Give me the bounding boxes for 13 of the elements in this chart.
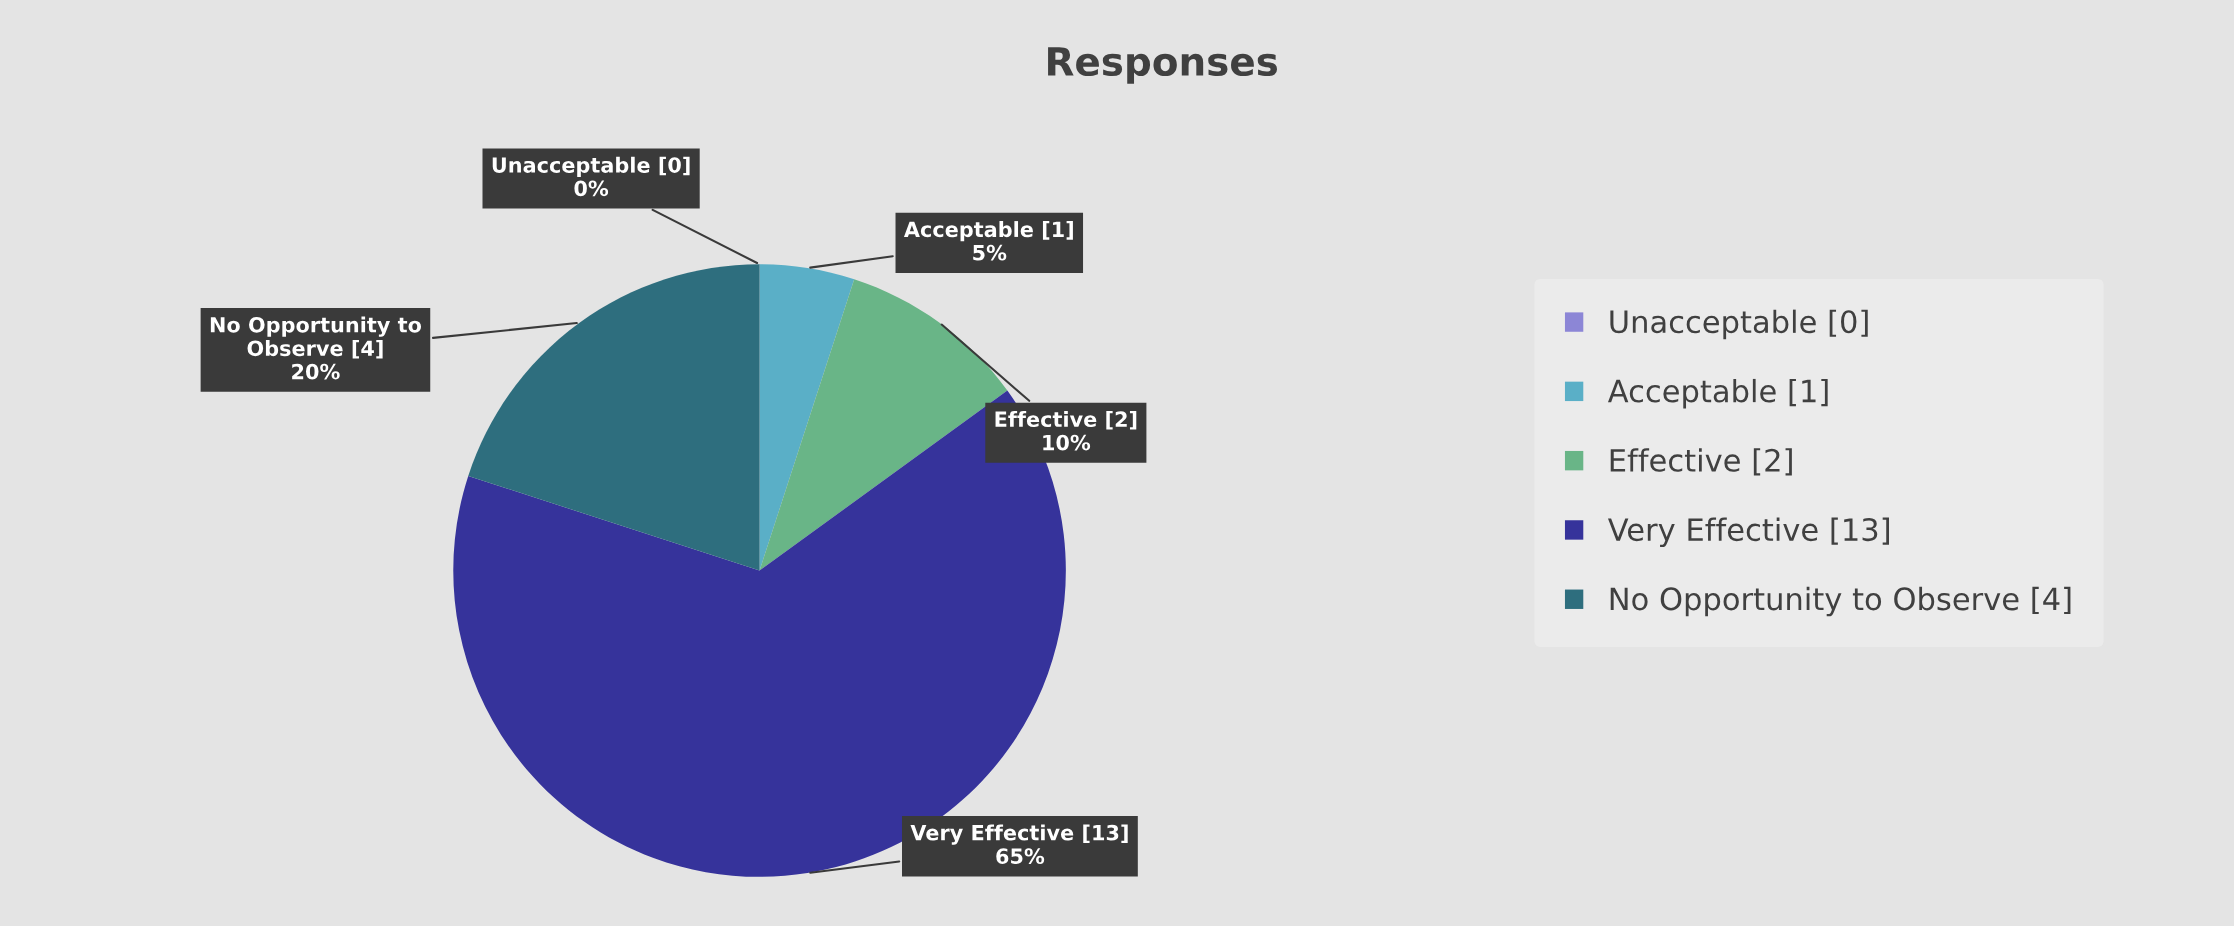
legend-label: Unacceptable [0] xyxy=(1610,309,1868,340)
pie-slice xyxy=(468,264,760,571)
legend-label: Acceptable [1] xyxy=(1607,378,1828,409)
legend-label: No Opportunity to Observe [4] xyxy=(1610,586,2071,617)
legend-label: Effective [2] xyxy=(1610,448,1792,476)
text: Unacceptable [0] 0% xyxy=(492,156,690,197)
chart-title: Responses xyxy=(1048,47,1278,84)
data-label: No Opportunity to Observe [4] 20% xyxy=(210,316,422,380)
pie-slice xyxy=(759,264,855,571)
data-label: Effective [2] 10% xyxy=(995,410,1137,451)
legend-label: Very Effective [13] xyxy=(1607,517,1889,548)
data-label: Very Effective [13] 65% xyxy=(910,824,1128,865)
data-label: Acceptable [1] 5% xyxy=(903,221,1073,261)
